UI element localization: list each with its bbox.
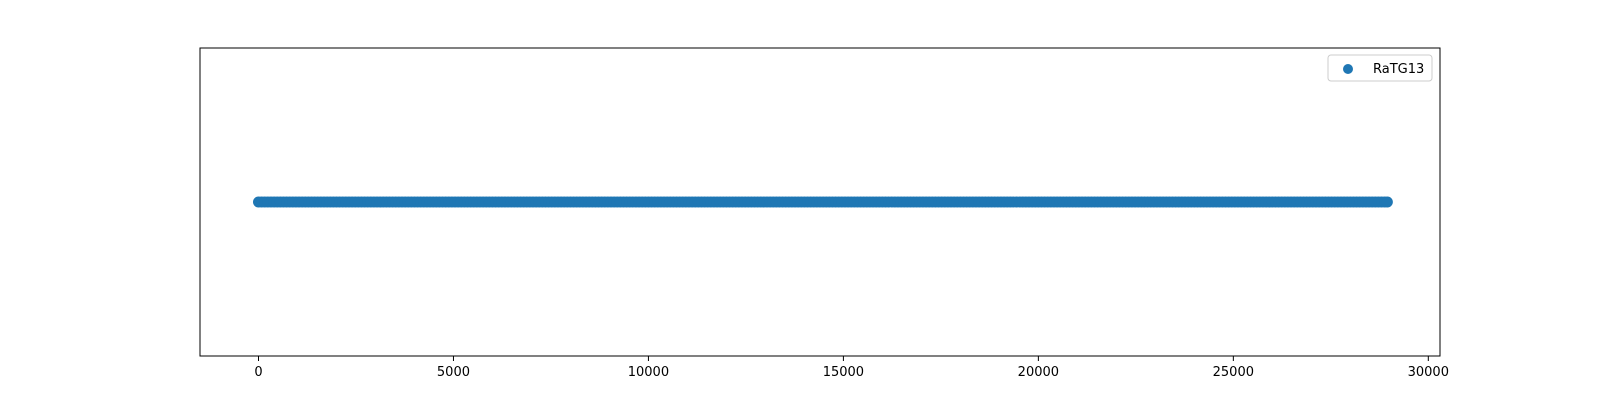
- legend-box: [1327, 54, 1433, 82]
- x-tick-label-30000: 30000: [1408, 365, 1449, 380]
- legend-marker-ratg13: [1343, 64, 1353, 74]
- x-tick-label-20000: 20000: [1018, 365, 1059, 380]
- x-tick-label-0: 0: [254, 365, 262, 380]
- x-tick-label-5000: 5000: [437, 365, 470, 380]
- plot-frame: [199, 47, 1441, 357]
- point: [1381, 196, 1393, 208]
- x-tick-label-25000: 25000: [1213, 365, 1254, 380]
- series-ratg13-points: [252, 196, 1393, 208]
- x-tick-label-15000: 15000: [823, 365, 864, 380]
- legend: RaTG13: [1327, 54, 1433, 82]
- legend-label-ratg13: RaTG13: [1373, 62, 1424, 77]
- x-axis: 0 5000 10000 15000 20000 25000 30000: [254, 356, 1449, 380]
- x-tick-label-10000: 10000: [628, 365, 669, 380]
